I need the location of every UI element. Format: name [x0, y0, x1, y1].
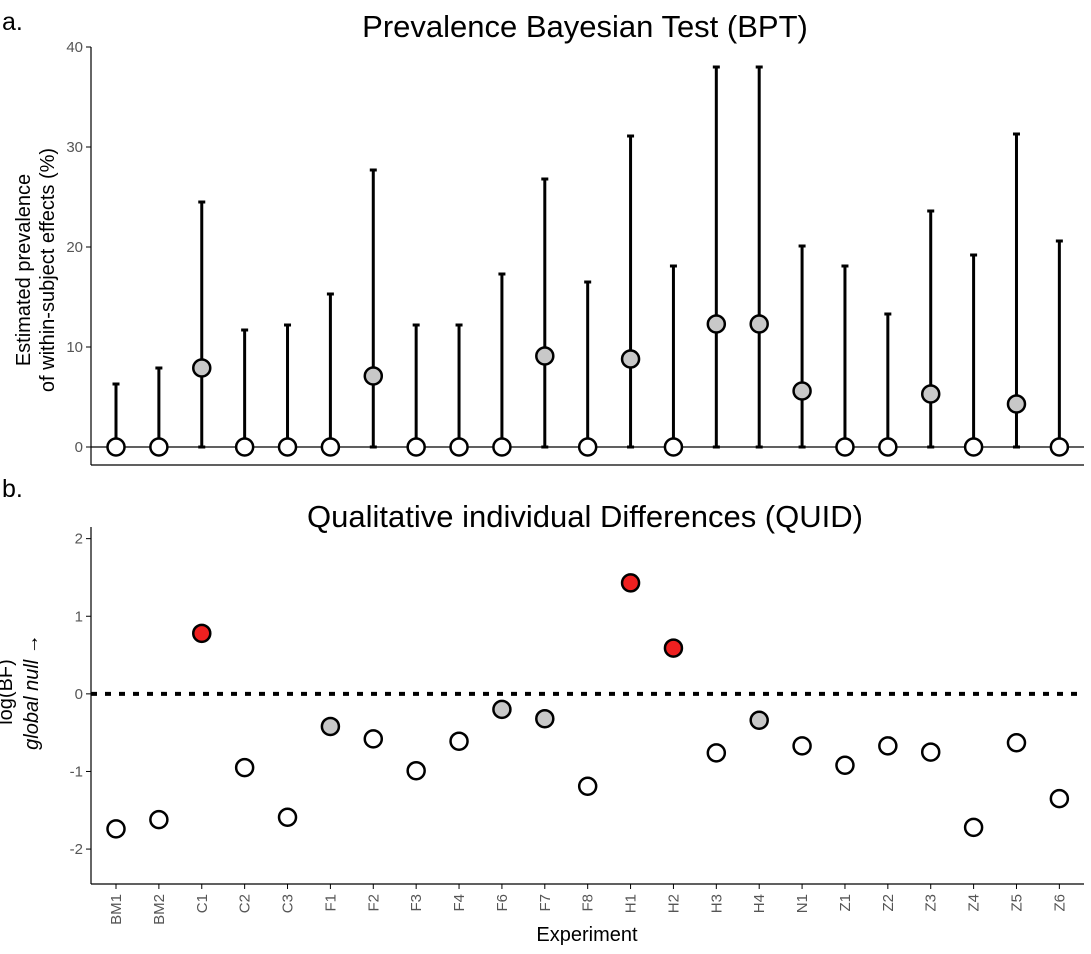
- data-point-H2: [663, 437, 684, 457]
- data-point-BM2: [149, 437, 169, 457]
- data-point-Z1: [835, 437, 855, 457]
- data-point-C1: [192, 623, 212, 644]
- panel-label: a.: [2, 8, 23, 36]
- data-point-Z3: [920, 384, 941, 404]
- x-tick-label: F4: [451, 894, 468, 912]
- x-tick-label: Z5: [1008, 894, 1025, 912]
- y-axis-title-line: of within-subject effects (%): [37, 148, 59, 392]
- x-tick-label: N1: [794, 894, 811, 913]
- y-tick-label: -1: [70, 763, 83, 780]
- data-point-F6: [492, 699, 512, 720]
- y-tick-label: 10: [66, 339, 83, 356]
- data-point-C1: [192, 358, 212, 378]
- data-point-Z2: [878, 437, 898, 457]
- data-point-C3: [277, 437, 298, 457]
- data-point-H4: [749, 314, 769, 334]
- data-point-N1: [792, 736, 812, 756]
- x-tick-label: H2: [665, 894, 682, 913]
- data-point-H4: [749, 710, 769, 730]
- y-tick-label: 2: [75, 531, 83, 548]
- panel-label: b.: [2, 475, 23, 503]
- data-point-H1: [620, 573, 641, 593]
- data-point-BM2: [149, 809, 169, 830]
- x-tick-label: BM2: [151, 894, 168, 925]
- x-tick-label: F2: [365, 894, 382, 912]
- panel-quid: b. Qualitative individual Differences (QU…: [0, 475, 1084, 946]
- data-point-F1: [320, 716, 341, 737]
- data-point-F3: [406, 760, 426, 781]
- y-axis-title-line: Estimated prevalence: [13, 174, 35, 366]
- data-point-Z5: [1006, 733, 1027, 753]
- chart-title: Qualitative individual Differences (QUID…: [307, 499, 863, 534]
- y-tick-label: -2: [70, 841, 83, 858]
- data-point-Z6: [1049, 437, 1070, 457]
- x-tick-label: Z6: [1051, 894, 1068, 912]
- data-point-H3: [706, 743, 727, 763]
- panel-bpt: a. Prevalence Bayesian Test (BPT) 0 10 20 30 4…: [2, 8, 1084, 466]
- y-tick-label: 0: [75, 439, 83, 456]
- x-tick-label: F6: [494, 894, 511, 912]
- y-axis-title-line: log(BF): [0, 659, 17, 725]
- y-axis-title-line: global null →: [21, 634, 43, 750]
- data-point-F2: [363, 729, 384, 749]
- x-tick-label: Z1: [837, 894, 854, 912]
- data-point-F4: [449, 437, 469, 457]
- data-point-Z4: [963, 817, 984, 838]
- x-tick-label: Z4: [966, 894, 983, 912]
- data-point-BM1: [106, 819, 126, 839]
- chart-title: Prevalence Bayesian Test (BPT): [362, 9, 808, 44]
- data-point-C3: [277, 807, 298, 828]
- x-tick-label: F3: [408, 894, 425, 912]
- y-tick-label: 0: [75, 686, 83, 703]
- x-tick-label: H3: [708, 894, 725, 913]
- y-tick-label: 40: [66, 39, 83, 56]
- y-tick-label: 20: [66, 239, 83, 256]
- data-point-Z3: [920, 742, 941, 762]
- x-tick-label: H4: [751, 894, 768, 913]
- data-point-Z6: [1049, 788, 1070, 809]
- data-point-Z2: [878, 736, 898, 756]
- data-point-F8: [577, 776, 598, 796]
- data-point-C2: [234, 757, 255, 778]
- x-tick-label: BM1: [108, 894, 125, 925]
- x-tick-label: Z3: [923, 894, 940, 912]
- x-tick-label: F8: [580, 894, 597, 912]
- x-tick-label: Z2: [880, 894, 897, 912]
- data-point-N1: [792, 381, 812, 401]
- data-point-Z1: [835, 755, 855, 776]
- data-point-F7: [535, 346, 555, 366]
- x-tick-label: C3: [280, 894, 297, 913]
- data-point-F1: [320, 437, 341, 457]
- data-point-F8: [577, 437, 598, 457]
- x-tick-label: H1: [623, 894, 640, 913]
- x-tick-label: F7: [537, 894, 554, 912]
- data-point-F6: [492, 437, 512, 457]
- x-tick-label: C2: [237, 894, 254, 913]
- data-point-BM1: [106, 437, 126, 457]
- data-point-C2: [234, 437, 255, 457]
- data-point-H3: [706, 314, 727, 334]
- x-tick-label: F1: [322, 894, 339, 912]
- x-axis-title: Experiment: [536, 924, 638, 946]
- data-point-F4: [449, 731, 469, 751]
- data-point-H1: [620, 349, 641, 369]
- data-point-Z5: [1006, 394, 1027, 414]
- data-point-F3: [406, 437, 426, 457]
- data-point-H2: [663, 638, 684, 658]
- x-tick-label: C1: [194, 894, 211, 913]
- data-point-F7: [535, 708, 555, 729]
- y-tick-label: 30: [66, 139, 83, 156]
- data-point-F2: [363, 366, 384, 386]
- y-tick-label: 1: [75, 608, 83, 625]
- data-point-Z4: [963, 437, 984, 457]
